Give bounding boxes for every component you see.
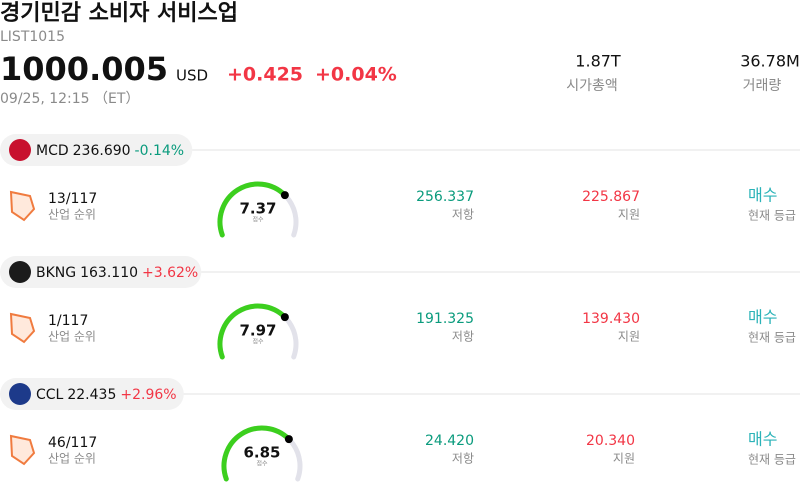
price: 1000.005 <box>0 50 168 88</box>
gauge-dot <box>280 313 289 322</box>
stock-line: BKNG 163.110 +3.62% <box>36 265 198 281</box>
resistance-label: 저항 <box>452 208 474 222</box>
market-cap: 1.87T <box>575 52 621 71</box>
volume: 36.78M <box>740 52 800 71</box>
support: 139.430 <box>582 311 640 327</box>
change: +0.425 <box>227 64 303 86</box>
signal-label: 현재 등급 <box>748 331 796 345</box>
stock-line: MCD 236.690 -0.14% <box>36 143 184 159</box>
signal: 매수 <box>748 430 777 449</box>
signal-label: 현재 등급 <box>748 453 796 467</box>
support-label: 지원 <box>613 452 635 466</box>
support-label: 지원 <box>618 208 640 222</box>
score-label: 점수 <box>252 217 264 224</box>
score-label: 점수 <box>252 339 264 346</box>
rank-label: 산업 순위 <box>48 452 96 466</box>
score: 7.97 <box>239 322 276 340</box>
score: 7.37 <box>239 200 276 218</box>
resistance: 256.337 <box>416 189 474 205</box>
signal-label: 현재 등급 <box>748 209 796 223</box>
resistance-label: 저항 <box>452 452 474 466</box>
sector-code: LIST1015 <box>0 29 65 45</box>
signal: 매수 <box>748 308 777 327</box>
resistance-label: 저항 <box>452 330 474 344</box>
stock-price: 236.690 <box>73 143 131 159</box>
stock-ticker: CCL <box>36 387 64 403</box>
rank: 46/117 <box>48 435 97 451</box>
support: 20.340 <box>586 433 635 449</box>
resistance: 191.325 <box>416 311 474 327</box>
signal: 매수 <box>748 186 777 205</box>
stock-price: 163.110 <box>80 265 138 281</box>
rank-icon <box>9 434 36 466</box>
sector-title: 경기민감 소비자 서비스업 <box>0 1 238 26</box>
stock-pill <box>0 378 184 410</box>
support: 225.867 <box>582 189 640 205</box>
stock-logo <box>9 139 31 161</box>
score-label: 점수 <box>256 461 268 468</box>
gauge-dot <box>284 435 293 444</box>
volume-label: 거래량 <box>743 78 782 94</box>
market-cap-label: 시가총액 <box>566 78 618 94</box>
stock-ticker: MCD <box>36 143 69 159</box>
rank-icon <box>9 312 36 344</box>
rank: 13/117 <box>48 191 97 207</box>
gauge-fill <box>217 303 288 360</box>
time: 09/25, 12:15 （ET） <box>0 91 139 107</box>
rank: 1/117 <box>48 313 88 329</box>
stock-change: +3.62% <box>142 265 198 281</box>
resistance: 24.420 <box>425 433 474 449</box>
change-pct: +0.04% <box>315 64 397 86</box>
gauge-dot <box>280 191 289 200</box>
score: 6.85 <box>243 444 280 462</box>
stock-logo <box>9 261 31 283</box>
stock-change: -0.14% <box>135 143 185 159</box>
stock-logo <box>9 383 31 405</box>
currency: USD <box>176 67 208 85</box>
stock-price: 22.435 <box>67 387 116 403</box>
stock-change: +2.96% <box>120 387 176 403</box>
support-label: 지원 <box>618 330 640 344</box>
stock-pill <box>0 256 202 288</box>
rank-label: 산업 순위 <box>48 208 96 222</box>
stock-pill <box>0 134 193 166</box>
rank-icon <box>9 190 36 222</box>
gauge-fill <box>217 181 288 238</box>
stock-line: CCL 22.435 +2.96% <box>36 387 177 403</box>
rank-label: 산업 순위 <box>48 330 96 344</box>
stock-ticker: BKNG <box>36 265 76 281</box>
gauge-fill <box>221 425 292 482</box>
